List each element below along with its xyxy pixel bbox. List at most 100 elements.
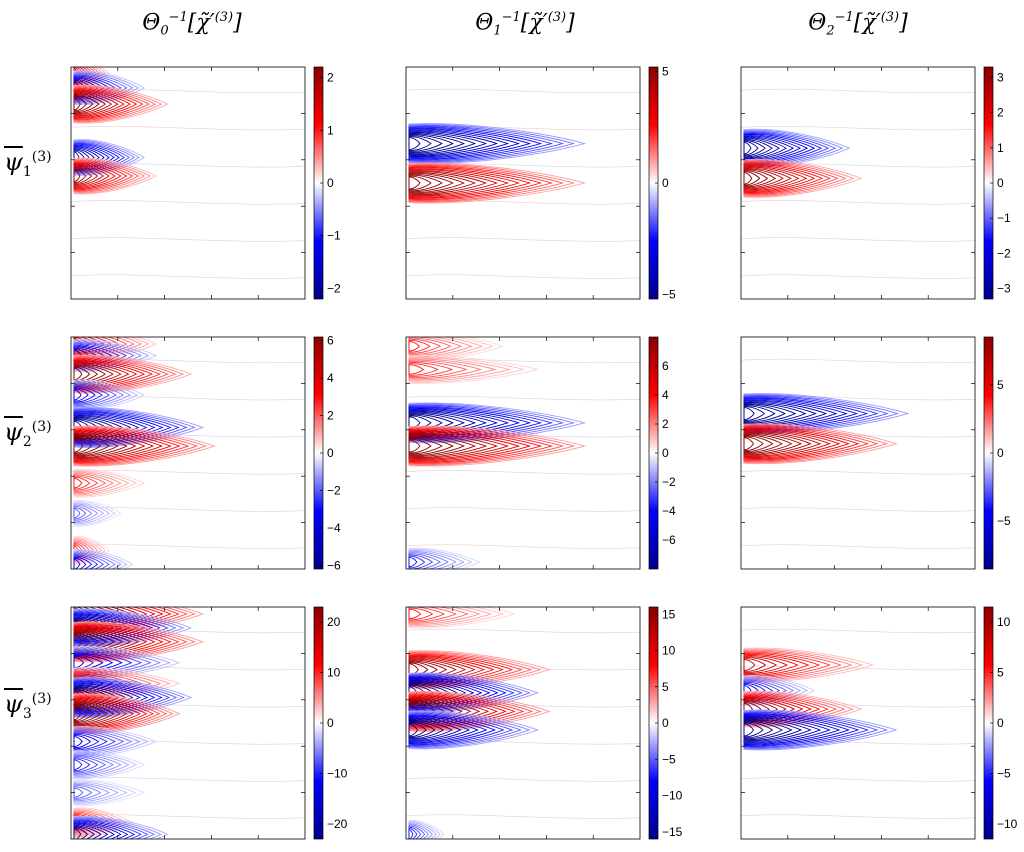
- contour-line: [73, 557, 87, 569]
- contour-line: [408, 337, 452, 355]
- colorbar: −5 0 5: [648, 64, 676, 302]
- contour-line: [73, 503, 104, 524]
- colorbar: −2 −1 0 1 2: [313, 66, 341, 300]
- contour-line: [73, 139, 146, 176]
- contour-line: [73, 504, 99, 522]
- contour-line: [73, 430, 172, 462]
- contour-line: [408, 711, 531, 749]
- colorbar-tick-label: 10: [997, 615, 1011, 629]
- contour-line: [408, 356, 526, 383]
- contour-line: [743, 675, 816, 706]
- contour-line: [73, 755, 114, 775]
- contour-line: [73, 683, 141, 712]
- contour-line: [73, 698, 148, 730]
- contour-line: [73, 414, 140, 441]
- contour-line: [73, 684, 134, 711]
- contour-line: [743, 129, 844, 167]
- contour-line: [73, 499, 122, 527]
- colorbar-tick-label: 15: [662, 607, 676, 621]
- contour-line: [73, 429, 181, 463]
- contour-line: [743, 427, 860, 461]
- contour-line: [73, 784, 111, 802]
- background-contour: [406, 88, 640, 94]
- contour-line: [743, 656, 788, 674]
- contour-line: [408, 695, 507, 728]
- contour-line: [73, 386, 103, 404]
- contour-line: [408, 822, 437, 839]
- contour-line: [73, 384, 117, 406]
- contour-line: [73, 94, 106, 115]
- contour-line: [73, 96, 94, 113]
- contour-line: [73, 389, 82, 401]
- contour-line: [408, 829, 414, 839]
- contour-line: [743, 722, 764, 738]
- contour-line: [73, 471, 130, 496]
- contour-line: [743, 650, 842, 680]
- contour-line: [743, 162, 831, 194]
- colorbar: −20 −10 0 10 20: [313, 606, 348, 840]
- contour-line: [408, 437, 443, 455]
- colorbar-tick-label: −1: [327, 229, 341, 243]
- colorbar-tick-label: −10: [997, 817, 1018, 831]
- contour-line: [73, 817, 156, 839]
- colorbar-tick-label: −5: [662, 288, 676, 302]
- contour-line: [73, 647, 171, 678]
- contour-line: [408, 355, 540, 384]
- contour-line: [743, 723, 755, 737]
- contour-line: [408, 680, 467, 705]
- contour-line: [408, 411, 477, 434]
- contour-feature: [73, 750, 146, 780]
- colorbar-tick-label: −6: [662, 533, 676, 547]
- colorbar-tick-label: 3: [997, 71, 1004, 85]
- contour-line: [73, 559, 81, 569]
- contour-line: [743, 404, 786, 423]
- colorbar-tick-label: −4: [662, 504, 676, 518]
- contour-line: [73, 146, 105, 169]
- contour-line: [743, 658, 767, 672]
- contour-line: [408, 170, 499, 196]
- contour-line: [73, 382, 125, 408]
- contour-line: [743, 434, 783, 453]
- contour-line: [743, 717, 822, 743]
- contour-line: [73, 820, 136, 839]
- contour-line: [408, 655, 504, 685]
- contour-line: [743, 712, 869, 748]
- contour-line: [73, 823, 115, 839]
- contour-line: [408, 363, 439, 376]
- colorbar-tick-label: −5: [662, 752, 676, 766]
- contour-line: [743, 171, 761, 186]
- contour-line: [743, 139, 773, 158]
- colorbar-tick-label: 1: [327, 123, 334, 137]
- contour-line: [408, 547, 481, 569]
- column-title-1: Θ1−1[χ̃′(3)]: [475, 10, 575, 39]
- contour-line: [408, 696, 498, 727]
- background-contour: [71, 507, 305, 512]
- contour-line: [73, 502, 110, 525]
- contour-line: [73, 555, 99, 569]
- contour-line: [743, 142, 752, 155]
- contour-line: [73, 409, 180, 446]
- colorbar-tick-label: 5: [662, 680, 669, 694]
- background-contour: [406, 628, 640, 634]
- contour-line: [408, 678, 491, 708]
- colorbar-tick-label: 5: [662, 64, 669, 78]
- colorbar: −15 −10 −5 0 5 10 15: [648, 606, 683, 840]
- contour-line: [408, 718, 471, 742]
- contour-line: [73, 634, 91, 650]
- contour-line: [743, 163, 824, 193]
- contour-line: [73, 625, 172, 659]
- contour-line: [408, 607, 505, 628]
- contour-line: [73, 170, 81, 182]
- contour-line: [73, 613, 154, 643]
- contour-line: [73, 621, 204, 663]
- colorbar-tick-label: 0: [997, 176, 1004, 190]
- background-contour: [741, 665, 975, 671]
- contour-line: [408, 128, 521, 159]
- contour-line: [73, 752, 130, 777]
- contour-line: [73, 368, 83, 381]
- contour-line: [73, 93, 113, 115]
- contour-feature: [73, 815, 169, 839]
- contour-line: [743, 648, 864, 682]
- contour-line: [408, 176, 421, 190]
- contour-line: [743, 429, 831, 458]
